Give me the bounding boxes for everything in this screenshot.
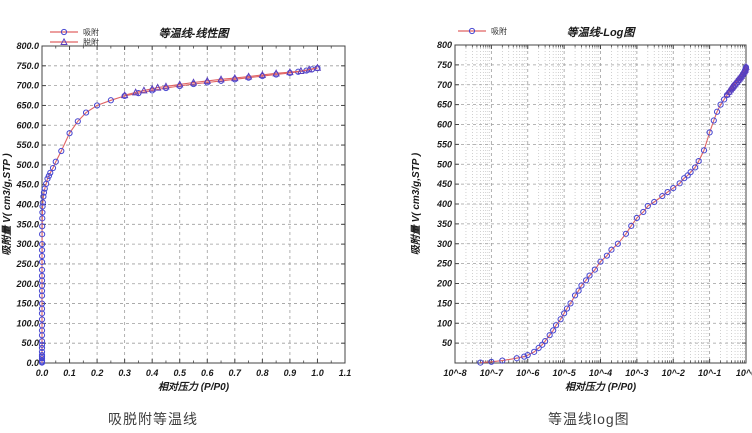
svg-text:0.8: 0.8 [256,368,269,378]
svg-text:0.1: 0.1 [63,368,76,378]
svg-text:0.2: 0.2 [91,368,104,378]
svg-text:10^-6: 10^-6 [516,368,540,378]
caption-log: 等温线log图 [548,411,630,427]
svg-text:1.1: 1.1 [339,368,352,378]
svg-text:10^-2: 10^-2 [662,368,685,378]
svg-text:200: 200 [436,279,452,289]
svg-text:等温线-线性图: 等温线-线性图 [159,27,231,40]
svg-text:400: 400 [436,199,452,209]
panel-linear-isotherm: 0.0 0.1 0.2 0.3 0.4 0.5 0.6 0.7 0.8 0.9 1.0 1.1 0.0 5… [0,0,376,427]
svg-text:10^-4: 10^-4 [589,368,612,378]
svg-text:150: 150 [437,298,452,308]
svg-text:10^-1: 10^-1 [698,368,721,378]
svg-text:650: 650 [437,100,452,110]
svg-text:500.0: 500.0 [16,160,39,170]
svg-text:150.0: 150.0 [16,299,39,309]
svg-text:200.0: 200.0 [15,279,39,289]
isotherm-linear-chart: 0.0 0.1 0.2 0.3 0.4 0.5 0.6 0.7 0.8 0.9 1.0 1.1 0.0 5… [0,0,376,403]
svg-text:0.6: 0.6 [201,368,215,378]
svg-text:300.0: 300.0 [16,239,39,249]
svg-text:750.0: 750.0 [16,61,39,71]
svg-text:100: 100 [437,318,452,328]
svg-text:0.0: 0.0 [26,358,39,368]
svg-text:650.0: 650.0 [16,100,39,110]
svg-text:0.9: 0.9 [284,368,297,378]
svg-text:800.0: 800.0 [16,41,39,51]
svg-text:吸附量 V( cm3/g,STP ): 吸附量 V( cm3/g,STP ) [410,152,422,255]
svg-text:脱附: 脱附 [83,37,99,47]
isotherm-log-plot: 10^-8 10^-7 10^-6 10^-5 10^-4 10^-3 10^-2 10^-1… [410,26,752,393]
svg-text:0.4: 0.4 [146,368,159,378]
svg-text:350: 350 [437,219,452,229]
panel-log-isotherm: 10^-8 10^-7 10^-6 10^-5 10^-4 10^-3 10^-2 10^-1… [376,0,752,433]
svg-text:10^-7: 10^-7 [480,368,504,378]
svg-text:750: 750 [437,60,452,70]
svg-text:0.5: 0.5 [173,368,187,378]
svg-text:吸附: 吸附 [83,27,99,37]
svg-text:800: 800 [437,40,452,50]
svg-text:10^0: 10^0 [736,368,752,378]
svg-text:吸附量 V( cm3/g,STP ): 吸附量 V( cm3/g,STP ) [1,153,13,256]
svg-text:300: 300 [437,239,452,249]
svg-text:0.7: 0.7 [229,368,243,378]
svg-text:450.0: 450.0 [15,180,39,190]
svg-text:50: 50 [442,338,452,348]
svg-text:700.0: 700.0 [16,81,39,91]
isotherm-log-chart: 10^-8 10^-7 10^-6 10^-5 10^-4 10^-3 10^-2 10^-1… [376,0,752,403]
svg-text:50.0: 50.0 [21,338,39,348]
svg-text:700: 700 [437,80,452,90]
svg-text:600: 600 [437,120,452,130]
svg-text:100.0: 100.0 [16,318,39,328]
svg-text:350.0: 350.0 [16,219,39,229]
svg-text:450: 450 [436,179,452,189]
svg-text:600.0: 600.0 [16,120,39,130]
svg-text:550: 550 [437,139,452,149]
svg-text:250: 250 [436,259,452,269]
svg-text:400.0: 400.0 [15,200,39,210]
svg-text:500: 500 [437,159,452,169]
svg-text:1.0: 1.0 [311,368,324,378]
svg-text:等温线-Log图: 等温线-Log图 [567,26,637,39]
svg-text:250.0: 250.0 [15,259,39,269]
svg-text:相对压力 (P/P0): 相对压力 (P/P0) [158,381,230,393]
caption-linear: 吸脱附等温线 [108,411,198,427]
svg-text:相对压力 (P/P0): 相对压力 (P/P0) [565,381,637,393]
svg-text:10^-3: 10^-3 [625,368,648,378]
svg-text:0.0: 0.0 [36,368,49,378]
isotherm-linear-plot: 0.0 0.1 0.2 0.3 0.4 0.5 0.6 0.7 0.8 0.9 1.0 1.1 0.0 5… [1,27,352,393]
svg-text:10^-5: 10^-5 [552,368,576,378]
svg-text:10^-8: 10^-8 [443,368,466,378]
svg-text:550.0: 550.0 [16,140,39,150]
svg-text:吸附: 吸附 [491,26,507,36]
svg-text:0.3: 0.3 [118,368,131,378]
